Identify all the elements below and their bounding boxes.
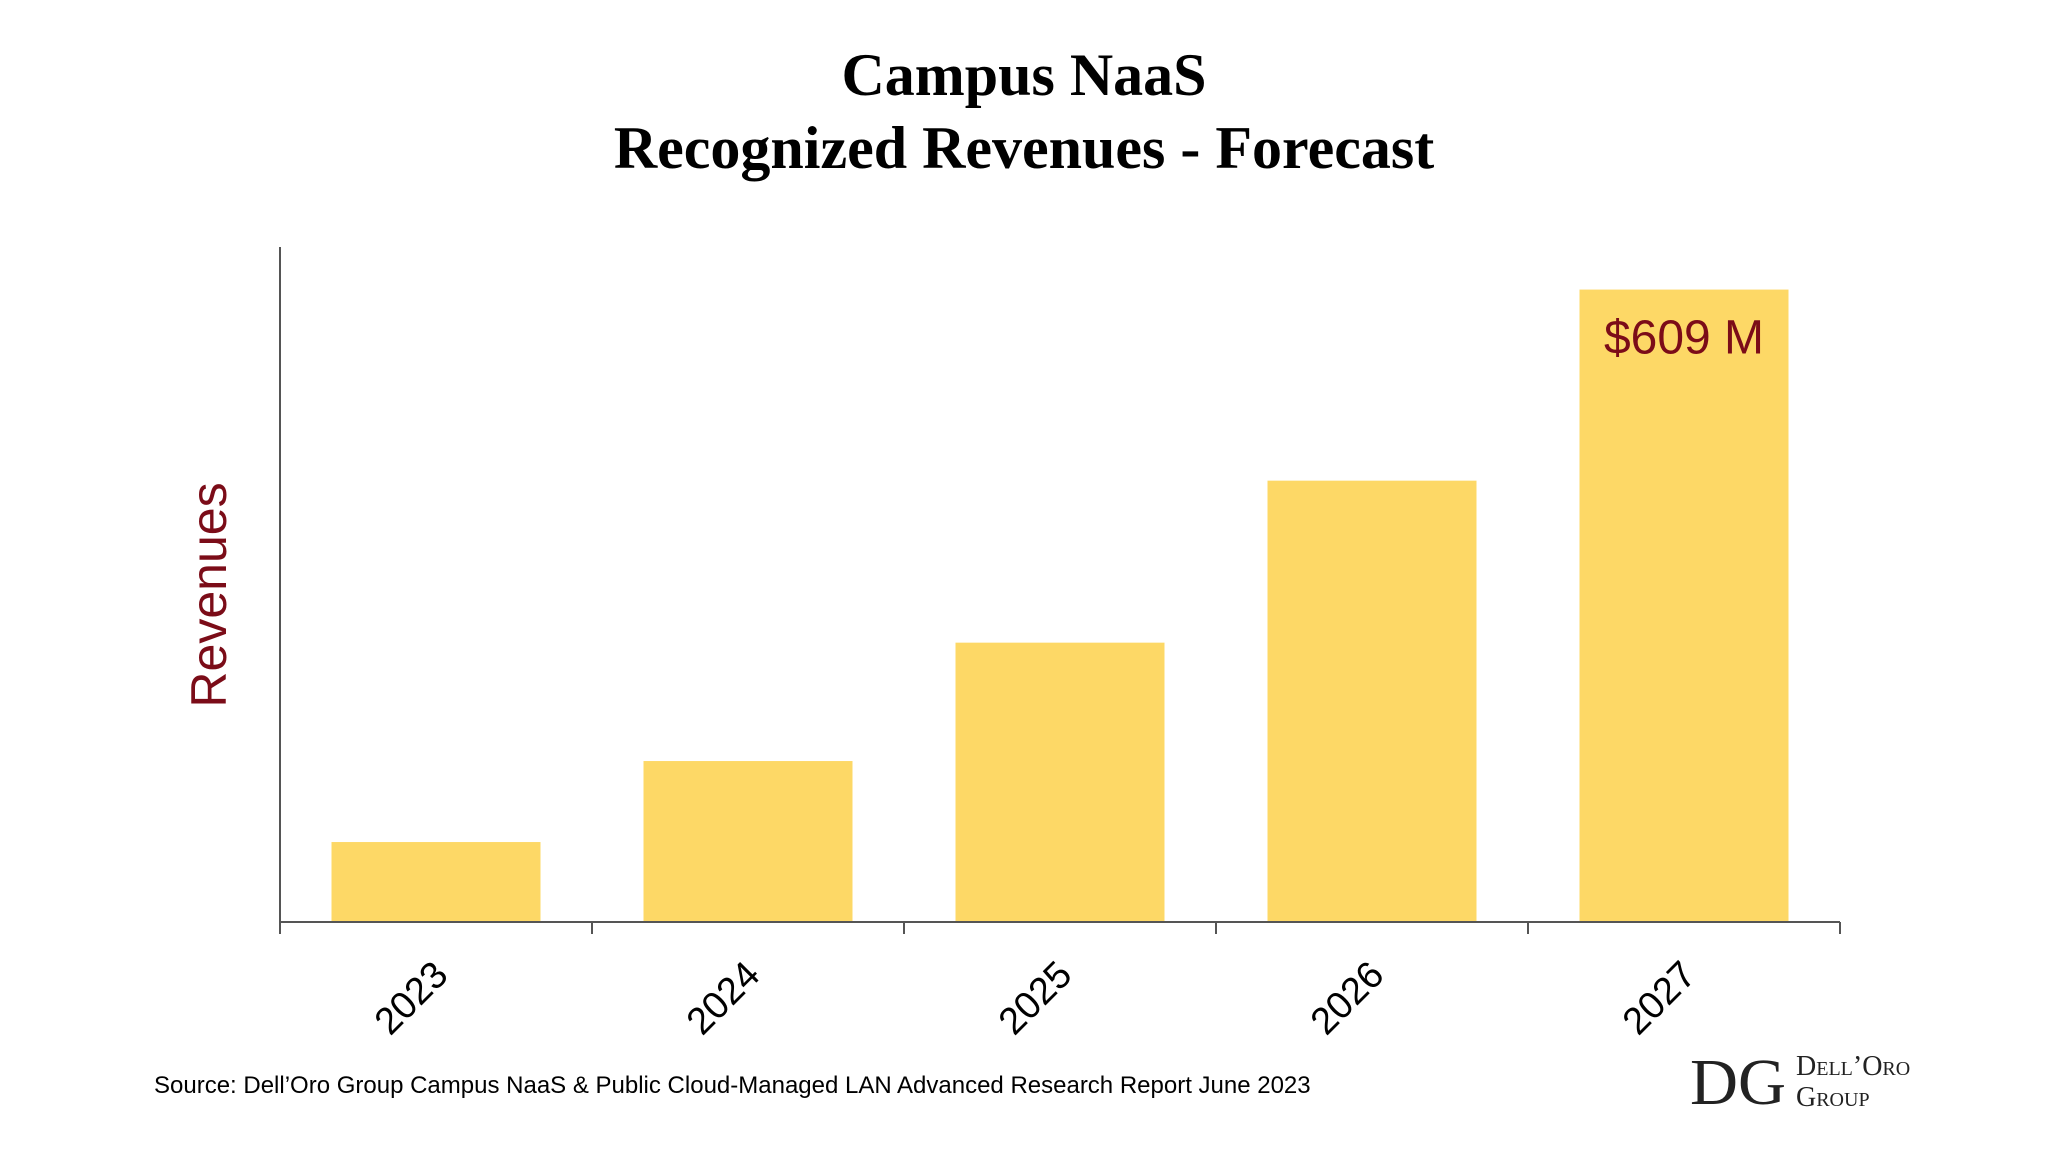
bar-2023 — [331, 842, 541, 922]
chart-subtitle: Recognized Revenues - Forecast — [614, 115, 1434, 181]
x-tick-label: 2023 — [367, 954, 456, 1043]
bar-2026 — [1267, 480, 1477, 922]
svg-text:Dell’Oro: Dell’Oro — [1796, 1051, 1910, 1082]
data-label: $609 M — [1604, 312, 1764, 365]
bar-2024 — [643, 761, 853, 922]
x-tick-label: 2026 — [1303, 954, 1392, 1043]
source-note: Source: Dell’Oro Group Campus NaaS & Pub… — [154, 1072, 1311, 1099]
y-axis-label: Revenues — [181, 482, 237, 707]
x-tick-labels: 2023 2024 2025 2026 2027 — [367, 954, 1704, 1043]
dell-oro-logo: DG Dell’Oro Group — [1690, 1046, 1910, 1119]
logo-monogram: DG — [1690, 1046, 1786, 1119]
x-tick-label: 2024 — [679, 954, 768, 1043]
x-tick-label: 2027 — [1615, 954, 1704, 1043]
svg-text:Group: Group — [1796, 1082, 1870, 1113]
chart-title: Campus NaaS — [841, 42, 1206, 108]
bar-2027 — [1579, 289, 1789, 923]
axes — [279, 247, 1841, 934]
x-tick-label: 2025 — [991, 954, 1080, 1043]
bars — [331, 289, 1789, 923]
data-labels: $609 M — [1604, 312, 1764, 365]
bar-2025 — [955, 642, 1165, 922]
